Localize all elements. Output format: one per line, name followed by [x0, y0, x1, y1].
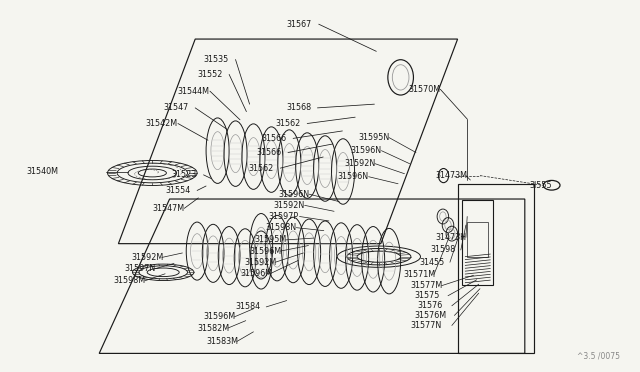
- Text: 31535: 31535: [204, 55, 228, 64]
- Text: 31576: 31576: [417, 301, 442, 310]
- Text: 31592N: 31592N: [274, 201, 305, 210]
- Text: 31455: 31455: [419, 258, 444, 267]
- Text: 31544M: 31544M: [178, 87, 210, 96]
- Text: 31598N: 31598N: [266, 223, 297, 232]
- Text: 31583M: 31583M: [206, 337, 238, 346]
- Text: 31595N: 31595N: [358, 133, 390, 142]
- Text: 31562: 31562: [248, 164, 273, 173]
- Text: 31566: 31566: [261, 134, 286, 143]
- Text: 31592M: 31592M: [244, 258, 276, 267]
- Text: 31542M: 31542M: [146, 119, 178, 128]
- Text: 31523: 31523: [172, 170, 196, 179]
- Bar: [462, 200, 493, 285]
- Text: 3l555: 3l555: [530, 181, 552, 190]
- Text: 31577N: 31577N: [411, 321, 442, 330]
- Text: 31567: 31567: [287, 20, 312, 29]
- Text: 31547M: 31547M: [152, 204, 184, 213]
- Text: 31596M: 31596M: [250, 247, 282, 256]
- Text: 31596M: 31596M: [204, 312, 236, 321]
- Text: 31595M: 31595M: [255, 235, 287, 244]
- Text: 31577M: 31577M: [411, 281, 443, 290]
- Text: 31596N: 31596N: [278, 190, 310, 199]
- Text: 31597N: 31597N: [125, 264, 156, 273]
- Text: 31576M: 31576M: [415, 311, 447, 320]
- Text: 31598M: 31598M: [114, 276, 146, 285]
- Text: 31547: 31547: [163, 103, 188, 112]
- Text: 31570M: 31570M: [408, 85, 440, 94]
- Bar: [467, 222, 488, 257]
- Text: 31596N: 31596N: [338, 172, 369, 181]
- Text: 31592M: 31592M: [131, 253, 163, 262]
- Text: 31562: 31562: [275, 119, 300, 128]
- Text: 31597P: 31597P: [269, 212, 299, 221]
- Text: 31473M: 31473M: [435, 171, 467, 180]
- Text: 31568: 31568: [287, 103, 312, 112]
- Text: 31598: 31598: [430, 246, 455, 254]
- Text: 31596M: 31596M: [240, 269, 272, 278]
- Text: 31554: 31554: [165, 186, 190, 195]
- Text: 31540M: 31540M: [27, 167, 59, 176]
- Text: 31473H: 31473H: [435, 233, 466, 242]
- Text: 31592N: 31592N: [344, 159, 376, 168]
- Text: 31584: 31584: [236, 302, 260, 311]
- Text: 31552: 31552: [197, 70, 223, 79]
- Text: 31571M: 31571M: [403, 270, 435, 279]
- Text: 31566: 31566: [256, 148, 281, 157]
- Text: 31596N: 31596N: [351, 146, 382, 155]
- Text: ^3.5 /0075: ^3.5 /0075: [577, 351, 620, 360]
- Text: 31582M: 31582M: [197, 324, 229, 333]
- Text: 31575: 31575: [415, 291, 440, 300]
